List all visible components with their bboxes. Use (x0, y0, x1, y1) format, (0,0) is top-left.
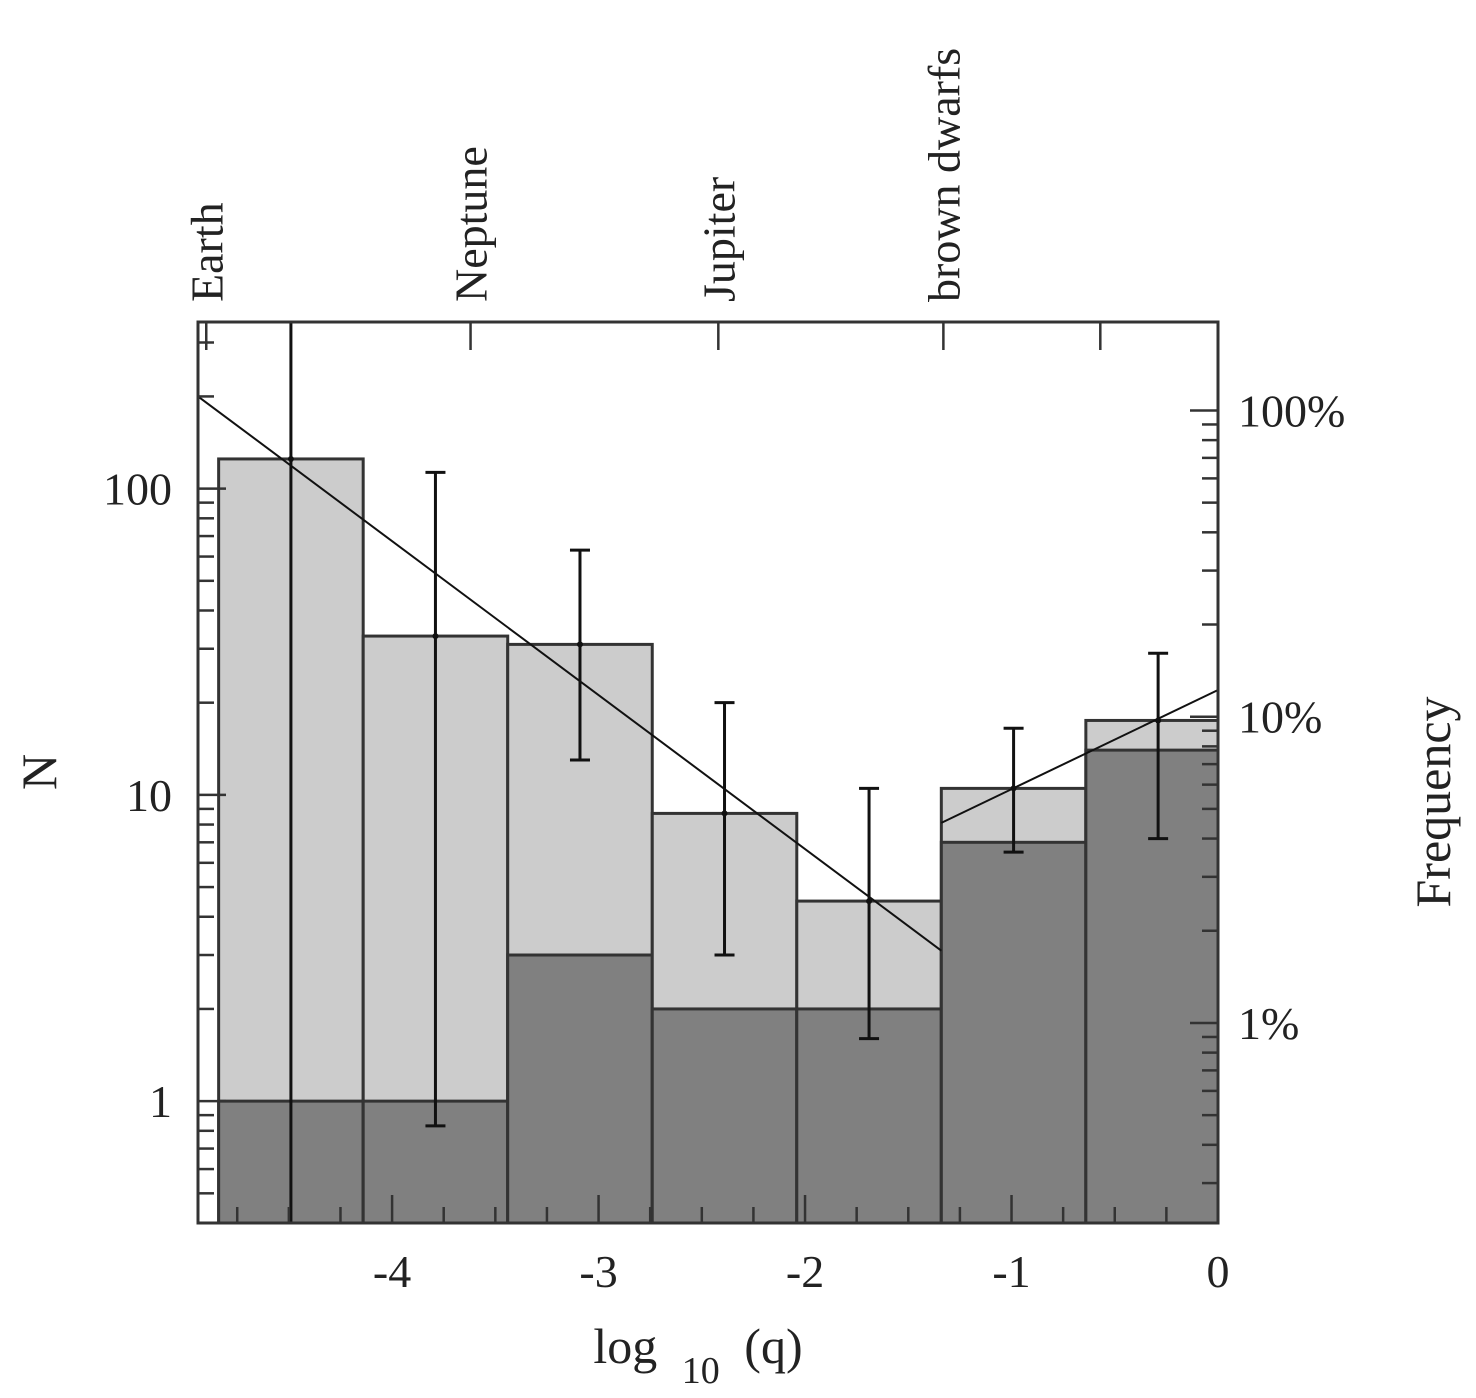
error-bar-5 (859, 786, 880, 1041)
plot-frame (196, 320, 1220, 1225)
error-bar-2 (425, 470, 446, 1128)
error-bar-4 (714, 701, 735, 957)
y-axis-right-title: Frequency (1405, 696, 1461, 907)
x-tick-label: 0 (1207, 1246, 1230, 1297)
y-left-tick-label: 1 (149, 1076, 172, 1127)
x-tick-label: -4 (373, 1246, 411, 1297)
bar-detected-6 (939, 840, 1088, 1225)
error-bar-point (576, 641, 583, 648)
x-axis-title-tail: (q) (744, 1318, 802, 1374)
x-axis-title: log 10 (q) (593, 1318, 802, 1394)
error-bar-7 (1148, 651, 1169, 841)
error-bar-point (287, 455, 294, 462)
top-marker-label: Neptune (446, 146, 497, 302)
fit-lines-layer (197, 395, 1219, 952)
y-right-tick-label: 10% (1238, 692, 1322, 743)
error-bars-layer (280, 320, 1169, 1223)
error-bar-point (1155, 717, 1162, 724)
bar-detected-4 (650, 1007, 799, 1225)
x-axis-title-sub: 10 (682, 1350, 720, 1392)
y-right-tick-label: 100% (1238, 385, 1345, 436)
x-tick-label: -3 (579, 1246, 617, 1297)
y-right-tick-label: 1% (1238, 998, 1299, 1049)
bars-layer (217, 457, 1220, 1225)
fit-line-2 (940, 689, 1219, 824)
y-left-tick-label: 100 (103, 464, 172, 515)
error-bar-point (432, 633, 439, 640)
x-axis-title-main: log (593, 1318, 657, 1374)
error-bar-6 (1003, 726, 1024, 854)
top-marker-label: Earth (181, 202, 232, 302)
error-bar-point (866, 898, 873, 905)
y-axis-left-title: N (11, 754, 67, 790)
tick-labels-layer: -4 -3 -2 -1 0 1 10 100 1% 10% 100% Earth Neptune Jupi… (103, 48, 1345, 1297)
bar-detected-3 (506, 953, 654, 1225)
bar-detected-7 (1084, 748, 1220, 1225)
fit-line-1 (197, 395, 942, 952)
error-bar-3 (569, 548, 590, 762)
error-bar-point (721, 810, 728, 817)
x-tick-label: -1 (992, 1246, 1030, 1297)
bar-detected-5 (795, 1007, 943, 1225)
y-left-tick-label: 10 (126, 770, 172, 821)
x-tick-label: -2 (786, 1246, 824, 1297)
top-marker-label: Jupiter (693, 177, 744, 302)
error-bar-point (1010, 785, 1017, 792)
ticks-layer (198, 322, 1220, 1225)
top-marker-label: brown dwarfs (918, 48, 969, 302)
